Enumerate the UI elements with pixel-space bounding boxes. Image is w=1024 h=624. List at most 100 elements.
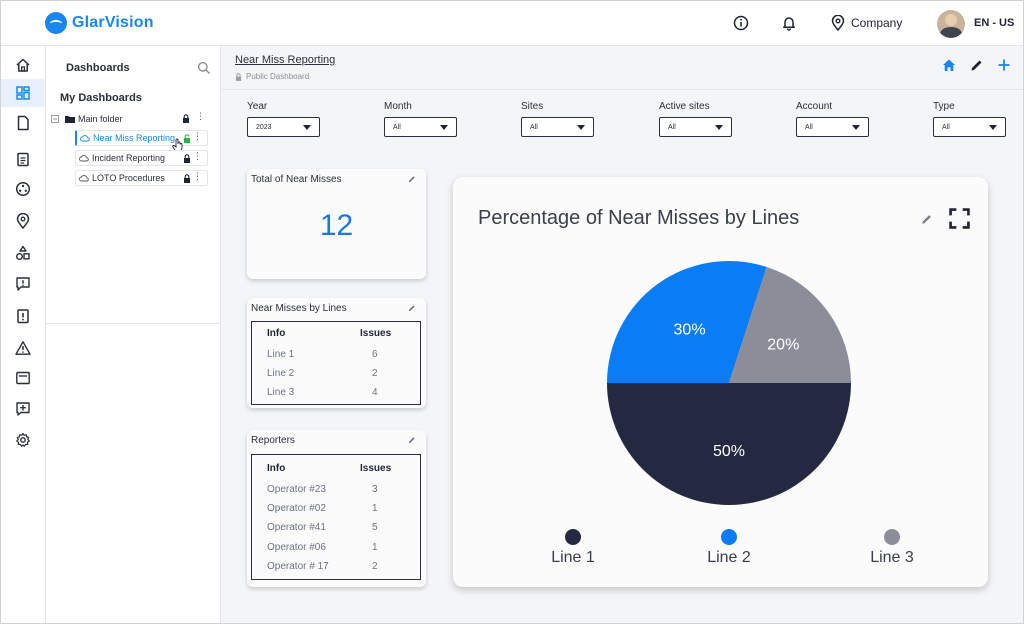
pie-label: 30% xyxy=(674,322,706,339)
dashboards-nav-icon[interactable] xyxy=(1,79,45,107)
logo[interactable]: GlarVision xyxy=(45,12,154,34)
table-cell: 3 xyxy=(372,484,378,495)
info-icon[interactable] xyxy=(733,15,749,31)
filter-label: Account xyxy=(796,101,833,112)
shapes-nav-icon[interactable] xyxy=(1,239,45,267)
pie-slice-line-2[interactable] xyxy=(607,261,767,383)
tree-item-label: Near Miss Reporting xyxy=(93,133,176,143)
reporters-card: Reporters Info Issues Operator #23 3 Ope… xyxy=(247,430,426,587)
card-title: Reporters xyxy=(251,435,295,446)
pie-label: 20% xyxy=(767,337,799,354)
edit-pencil-icon[interactable] xyxy=(408,175,416,183)
year-select[interactable]: 2023 xyxy=(247,117,320,137)
cloud-icon xyxy=(79,175,89,182)
legend-item-line-3[interactable]: Line 3 xyxy=(852,529,932,567)
table-cell: Operator #06 xyxy=(267,542,326,553)
feedback-nav-icon[interactable] xyxy=(1,270,45,298)
main-content: Near Miss Reporting Public Dashboard Yea… xyxy=(221,46,1023,623)
more-icon[interactable]: ⋮ xyxy=(193,131,202,141)
table-header: Info xyxy=(267,328,286,339)
logo-icon xyxy=(45,12,67,34)
hub-nav-icon[interactable] xyxy=(1,175,45,203)
search-icon[interactable] xyxy=(197,61,211,75)
edit-pencil-icon[interactable] xyxy=(408,436,416,444)
card-nav-icon[interactable] xyxy=(1,364,45,392)
table-cell: Operator #02 xyxy=(267,503,326,514)
collapse-icon[interactable] xyxy=(51,114,59,123)
pie-slice-line-3[interactable] xyxy=(729,266,851,383)
pie-slice-line-1[interactable] xyxy=(607,383,851,505)
table-cell: Line 1 xyxy=(267,349,295,360)
add-plus-icon[interactable] xyxy=(997,58,1011,72)
icon-rail xyxy=(1,46,46,623)
more-icon[interactable]: ⋮ xyxy=(193,171,202,181)
clipboard-nav-icon[interactable] xyxy=(1,145,45,173)
document-nav-icon[interactable] xyxy=(1,109,45,137)
edit-pencil-icon[interactable] xyxy=(921,213,933,225)
lines-table: Info Issues Line 1 6 Line 2 2 Line 3 4 xyxy=(251,321,421,405)
chevron-down-icon xyxy=(577,125,585,130)
legend-swatch xyxy=(565,529,581,545)
table-cell: 1 xyxy=(372,542,378,553)
table-cell: 1 xyxy=(372,503,378,514)
table-cell: Line 3 xyxy=(267,387,295,398)
table-cell: Operator #41 xyxy=(267,522,326,533)
filter-label: Sites xyxy=(521,101,544,112)
more-icon[interactable]: ⋮ xyxy=(193,151,202,161)
filter-year: Year 2023 xyxy=(247,101,320,137)
folder-label: Main folder xyxy=(78,113,123,124)
hand-cursor-icon xyxy=(172,138,183,152)
tree-item-label: LOTO Procedures xyxy=(92,173,165,183)
company-label: Company xyxy=(851,16,903,30)
pie-chart-card: Percentage of Near Misses by Lines 50% 30… xyxy=(453,177,988,587)
fullscreen-icon[interactable] xyxy=(949,208,970,229)
alert-report-nav-icon[interactable] xyxy=(1,302,45,330)
select-value: All xyxy=(668,123,676,131)
company-selector[interactable]: Company xyxy=(831,15,902,31)
tree-item-loto-procedures[interactable]: LOTO Procedures ⋮ xyxy=(75,170,208,186)
edit-pencil-icon[interactable] xyxy=(408,304,416,312)
location-pin-icon xyxy=(831,15,845,31)
home-nav-icon[interactable] xyxy=(1,51,45,79)
tree-item-near-miss-reporting[interactable]: Near Miss Reporting ⋮ xyxy=(75,130,208,146)
avatar[interactable] xyxy=(937,10,965,38)
select-value: All xyxy=(393,123,401,131)
location-nav-icon[interactable] xyxy=(1,207,45,235)
type-select[interactable]: All xyxy=(933,117,1006,137)
select-value: All xyxy=(805,123,813,131)
table-header: Issues xyxy=(360,328,392,339)
bell-icon[interactable] xyxy=(781,15,797,31)
legend-item-line-2[interactable]: Line 2 xyxy=(689,529,769,567)
table-cell: 2 xyxy=(372,368,378,379)
chevron-down-icon xyxy=(852,125,860,130)
language-selector[interactable]: EN - US xyxy=(974,17,1015,29)
card-title: Total of Near Misses xyxy=(251,174,342,185)
filter-month: Month All xyxy=(384,101,457,137)
home-icon[interactable] xyxy=(942,58,956,72)
total-value: 12 xyxy=(319,209,354,242)
folder-more-icon[interactable]: ⋮ xyxy=(196,111,205,121)
card-title: Near Misses by Lines xyxy=(251,303,347,314)
filter-label: Type xyxy=(933,101,955,112)
edit-pencil-icon[interactable] xyxy=(970,58,984,72)
legend-item-line-1[interactable]: Line 1 xyxy=(533,529,613,567)
folder-row[interactable]: Main folder xyxy=(51,111,123,126)
filter-account: Account All xyxy=(796,101,869,137)
dashboard-visibility: Public Dashboard xyxy=(235,72,309,81)
settings-gear-icon[interactable] xyxy=(1,426,45,454)
filter-label: Year xyxy=(247,101,268,112)
select-value: 2023 xyxy=(256,123,272,131)
add-report-nav-icon[interactable] xyxy=(1,395,45,423)
dashboards-panel: Dashboards My Dashboards Main folder ⋮ N… xyxy=(46,46,221,623)
warning-nav-icon[interactable] xyxy=(1,334,45,362)
table-cell: Operator # 17 xyxy=(267,561,329,572)
dashboard-title[interactable]: Near Miss Reporting xyxy=(235,54,336,66)
account-select[interactable]: All xyxy=(796,117,869,137)
tree-item-incident-reporting[interactable]: Incident Reporting ⋮ xyxy=(75,150,208,166)
month-select[interactable]: All xyxy=(384,117,457,137)
chevron-down-icon xyxy=(715,125,723,130)
lock-icon xyxy=(183,114,189,123)
chart-title: Percentage of Near Misses by Lines xyxy=(478,207,800,229)
active-sites-select[interactable]: All xyxy=(659,117,732,137)
sites-select[interactable]: All xyxy=(521,117,594,137)
